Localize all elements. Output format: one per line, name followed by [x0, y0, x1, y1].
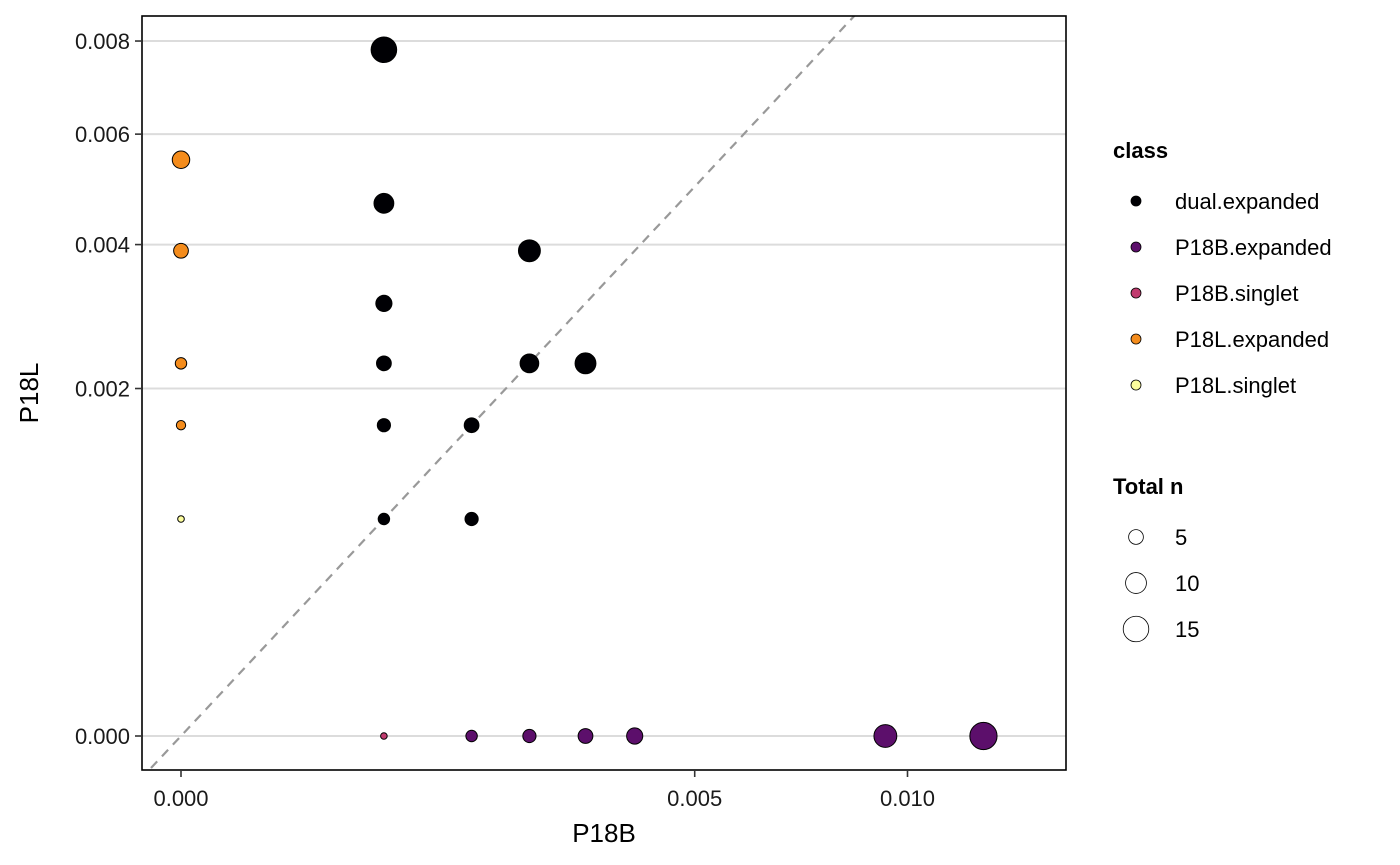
legend-size-key-2 [1122, 615, 1150, 643]
legend-size-key-1 [1125, 572, 1147, 594]
data-point-20 [626, 727, 644, 745]
identity-reference-line [150, 16, 856, 769]
data-point-14 [519, 353, 540, 374]
data-point-8 [376, 355, 392, 372]
y-tick-label-2: 0.004 [75, 233, 130, 258]
legend-class-label-4: P18L.singlet [1175, 373, 1296, 398]
x-axis-title: P18B [572, 818, 636, 848]
legend: class dual.expanded P18B.expanded P18B.sing… [1113, 138, 1332, 643]
y-tick-label-1: 0.002 [75, 377, 130, 402]
y-axis-title: P18L [14, 363, 44, 424]
data-points [171, 36, 998, 751]
legend-class-title: class [1113, 138, 1168, 163]
data-point-10 [377, 512, 391, 526]
y-tick-label-0: 0.000 [75, 724, 130, 749]
data-point-17 [465, 729, 478, 743]
legend-size-label-0: 5 [1175, 525, 1187, 550]
data-point-15 [574, 352, 597, 375]
data-point-22 [969, 721, 998, 751]
legend-size-label-1: 10 [1175, 571, 1199, 596]
plot-panel-border [141, 15, 1067, 771]
data-point-21 [873, 724, 898, 748]
x-tick-label-0: 0.000 [153, 786, 208, 811]
legend-size-key-0 [1128, 529, 1144, 545]
data-point-1 [173, 242, 189, 259]
x-tick-label-2: 0.010 [880, 786, 935, 811]
data-point-9 [376, 418, 392, 433]
data-point-4 [177, 515, 185, 523]
data-point-7 [375, 294, 393, 312]
y-tick-label-4: 0.008 [75, 29, 130, 54]
data-point-19 [577, 728, 594, 744]
data-point-2 [174, 357, 188, 370]
reference-line-layer [150, 16, 856, 769]
grid-lines [142, 40, 1066, 737]
legend-class-label-3: P18L.expanded [1175, 327, 1329, 352]
data-point-18 [522, 728, 537, 744]
data-point-16 [380, 732, 388, 740]
y-tick-label-3: 0.006 [75, 122, 130, 147]
data-point-5 [370, 36, 398, 64]
legend-class-key-0 [1130, 195, 1142, 207]
data-point-3 [175, 420, 187, 431]
legend-class-label-1: P18B.expanded [1175, 235, 1332, 260]
legend-class-key-3 [1130, 333, 1142, 345]
axes: 0.000 0.005 0.010 0.000 0.002 0.004 0.006 0.008 [75, 29, 935, 811]
data-point-0 [171, 150, 191, 169]
data-point-6 [373, 192, 395, 214]
data-point-12 [464, 511, 479, 527]
legend-class-label-2: P18B.singlet [1175, 281, 1299, 306]
legend-class-label-0: dual.expanded [1175, 189, 1319, 214]
data-point-11 [463, 417, 480, 434]
legend-class-key-1 [1130, 241, 1142, 253]
legend-size-title: Total n [1113, 474, 1183, 499]
legend-class-key-2 [1130, 287, 1142, 299]
legend-class-key-4 [1130, 379, 1142, 391]
data-point-13 [517, 239, 541, 263]
legend-size-label-2: 15 [1175, 617, 1199, 642]
x-tick-label-1: 0.005 [667, 786, 722, 811]
